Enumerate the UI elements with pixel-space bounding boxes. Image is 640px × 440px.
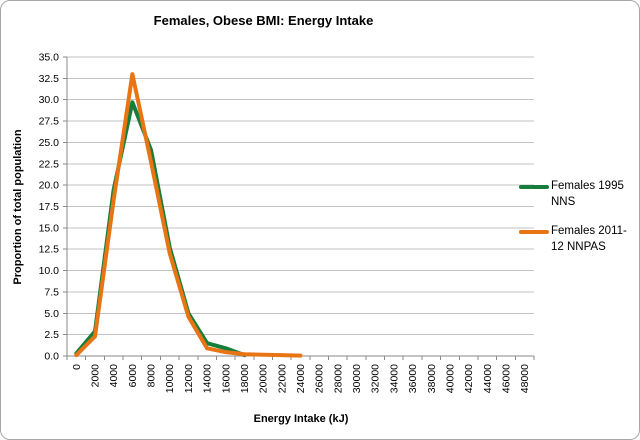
y-tick-label: 17.5 bbox=[39, 201, 60, 213]
x-tick-label: 24000 bbox=[295, 364, 307, 393]
y-tick-label: 35.0 bbox=[39, 52, 60, 64]
y-tick-label: 30.0 bbox=[39, 94, 60, 106]
x-tick-label: 18000 bbox=[239, 364, 251, 393]
x-tick-label: 26000 bbox=[314, 364, 326, 393]
x-tick-label: 36000 bbox=[407, 364, 419, 393]
x-tick-label: 0 bbox=[71, 364, 83, 370]
chart-title: Females, Obese BMI: Energy Intake bbox=[153, 13, 374, 28]
x-tick-label: 46000 bbox=[500, 364, 512, 393]
y-tick-label: 32.5 bbox=[39, 73, 60, 85]
y-tick-label: 20.0 bbox=[39, 180, 60, 192]
x-tick-label: 30000 bbox=[351, 364, 363, 393]
x-tick-label: 20000 bbox=[258, 364, 270, 393]
series-line-1 bbox=[74, 72, 303, 358]
y-tick-label: 5.0 bbox=[44, 308, 59, 320]
x-tick-label: 44000 bbox=[482, 364, 494, 393]
x-tick-label: 10000 bbox=[164, 364, 176, 393]
series-line-0 bbox=[74, 100, 247, 358]
x-axis-title: Energy Intake (kJ) bbox=[253, 413, 349, 425]
x-tick-label: 42000 bbox=[463, 364, 475, 393]
y-tick-label: 27.5 bbox=[39, 116, 60, 128]
x-tick-label: 16000 bbox=[220, 364, 232, 393]
x-tick-label: 48000 bbox=[519, 364, 531, 393]
x-tick-label: 2000 bbox=[90, 364, 102, 388]
y-tick-label: 12.5 bbox=[39, 244, 60, 256]
x-tick-label: 38000 bbox=[426, 364, 438, 393]
y-tick-label: 0.0 bbox=[44, 351, 59, 363]
x-tick-label: 6000 bbox=[127, 364, 139, 388]
y-tick-label: 10.0 bbox=[39, 265, 60, 277]
x-tick-label: 22000 bbox=[276, 364, 288, 393]
y-tick-label: 25.0 bbox=[39, 137, 60, 149]
y-tick-label: 15.0 bbox=[39, 222, 60, 234]
x-tick-label: 4000 bbox=[108, 364, 120, 388]
x-tick-label: 14000 bbox=[202, 364, 214, 393]
x-tick-label: 28000 bbox=[332, 364, 344, 393]
y-tick-label: 2.5 bbox=[44, 329, 59, 341]
y-tick-label: 7.5 bbox=[44, 286, 59, 298]
x-tick-label: 34000 bbox=[388, 364, 400, 393]
x-tick-label: 32000 bbox=[370, 364, 382, 393]
y-tick-label: 22.5 bbox=[39, 158, 60, 170]
x-tick-label: 8000 bbox=[146, 364, 158, 388]
x-tick-label: 40000 bbox=[444, 364, 456, 393]
x-tick-label: 12000 bbox=[183, 364, 195, 393]
